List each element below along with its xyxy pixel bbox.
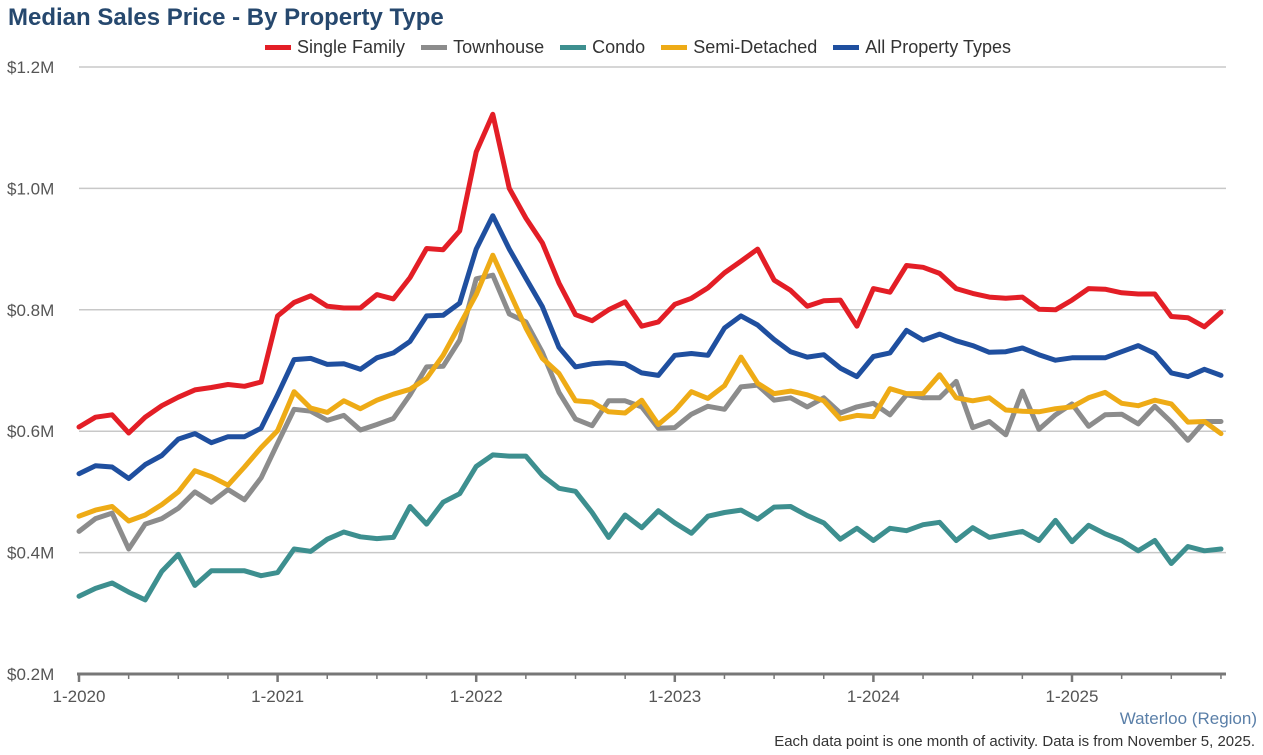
legend-item-single-family[interactable]: Single Family xyxy=(265,37,405,58)
region-label: Waterloo (Region) xyxy=(1119,709,1257,728)
legend-swatch-condo xyxy=(560,45,587,50)
x-tick-label: 1-2022 xyxy=(450,687,503,706)
y-tick-label: $0.8M xyxy=(7,301,54,320)
legend-item-all-property-types[interactable]: All Property Types xyxy=(833,37,1011,58)
series-line-semi-detached[interactable] xyxy=(76,252,1224,524)
footnote: Each data point is one month of activity… xyxy=(774,733,1255,750)
series-line-all-property-types[interactable] xyxy=(76,213,1224,481)
series-line-condo[interactable] xyxy=(76,452,1224,603)
series-lines xyxy=(76,111,1224,603)
legend-item-townhouse[interactable]: Townhouse xyxy=(421,37,544,58)
legend-label-condo: Condo xyxy=(592,37,646,57)
legend-swatch-townhouse xyxy=(421,45,448,50)
legend-swatch-single-family xyxy=(265,45,292,50)
x-tick-label: 1-2025 xyxy=(1046,687,1099,706)
y-tick-label: $0.4M xyxy=(7,544,54,563)
legend-item-condo[interactable]: Condo xyxy=(560,37,645,58)
legend-label-all-property-types: All Property Types xyxy=(865,37,1011,57)
x-tick-label: 1-2023 xyxy=(648,687,701,706)
gridlines xyxy=(79,66,1226,554)
x-tick-label: 1-2024 xyxy=(847,687,900,706)
x-tick-label: 1-2020 xyxy=(53,687,106,706)
x-axis: 1-2020 1-2021 1-2022 1-2023 1-2024 1-2025 xyxy=(53,672,1226,706)
y-tick-label: $1.0M xyxy=(7,179,54,198)
y-tick-label: $1.2M xyxy=(7,58,54,77)
legend-swatch-semi-detached xyxy=(661,45,688,50)
y-axis: $0.2M $0.4M $0.6M $0.8M $1.0M $1.2M xyxy=(7,58,54,684)
legend-label-single-family: Single Family xyxy=(297,37,406,57)
series-line-single-family[interactable] xyxy=(76,111,1224,436)
legend-label-semi-detached: Semi-Detached xyxy=(693,37,818,57)
x-tick-label: 1-2021 xyxy=(251,687,304,706)
legend-swatch-all-property-types xyxy=(833,45,860,50)
y-tick-label: $0.6M xyxy=(7,422,54,441)
legend-item-semi-detached[interactable]: Semi-Detached xyxy=(661,37,817,58)
y-tick-label: $0.2M xyxy=(7,665,54,684)
chart-legend: Single Family Townhouse Condo Semi-Detac… xyxy=(0,37,1263,58)
legend-label-townhouse: Townhouse xyxy=(453,37,545,57)
chart-title: Median Sales Price - By Property Type xyxy=(8,4,444,31)
